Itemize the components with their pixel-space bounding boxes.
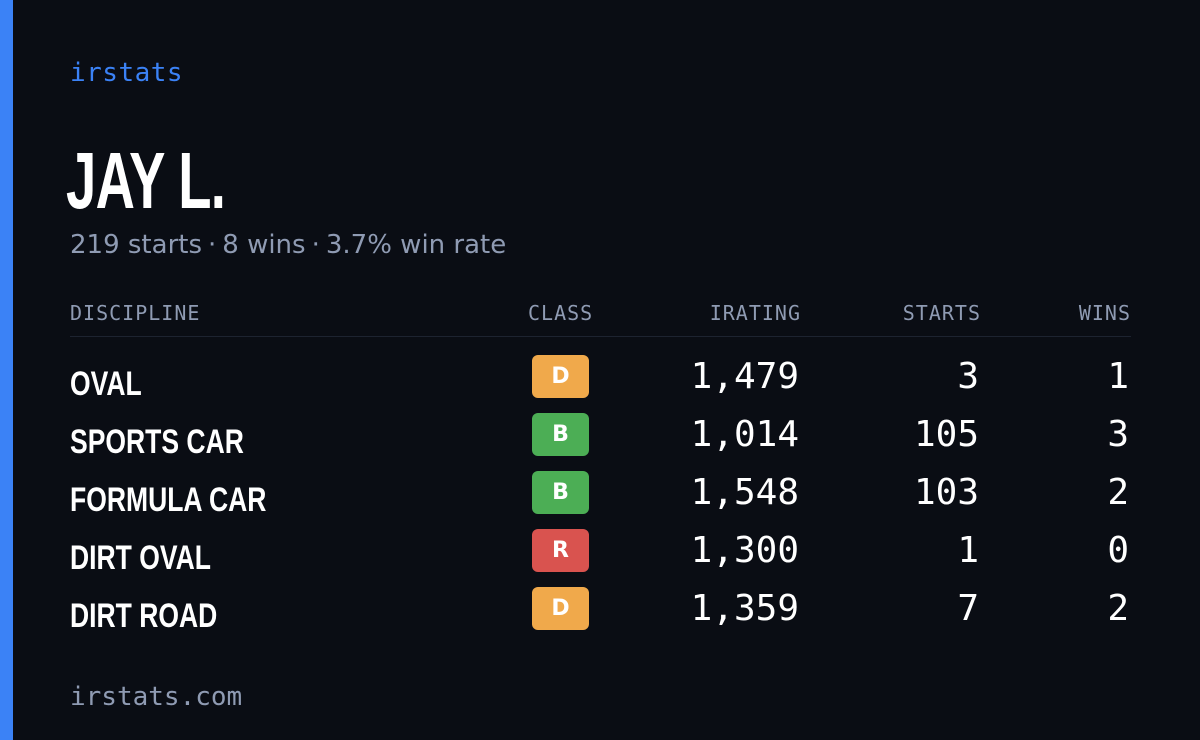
- discipline-table: DISCIPLINE CLASS IRATING STARTS WINS OVA…: [70, 296, 1131, 643]
- irating-value: 1,014: [690, 414, 799, 455]
- footer-url: irstats.com: [70, 682, 243, 712]
- discipline-name: SPORTS CAR: [70, 423, 244, 461]
- class-badge: B: [532, 413, 589, 456]
- class-badge: B: [532, 471, 589, 514]
- table-row: DIRT OVAL R 1,300 1 0: [70, 527, 1131, 585]
- irating-value: 1,479: [690, 356, 799, 397]
- table-row: FORMULA CAR B 1,548 103 2: [70, 469, 1131, 527]
- driver-name: JAY L.: [66, 136, 226, 225]
- summary-separator: ·: [311, 230, 320, 260]
- irating-value: 1,548: [690, 472, 799, 513]
- table-row: DIRT ROAD D 1,359 7 2: [70, 585, 1131, 643]
- starts-value: 1: [957, 530, 979, 571]
- brand-logo-text: irstats: [70, 58, 184, 88]
- irating-value: 1,359: [690, 588, 799, 629]
- discipline-name: DIRT ROAD: [70, 597, 218, 635]
- wins-summary: 8 wins: [222, 230, 306, 260]
- header-starts: STARTS: [902, 301, 981, 325]
- table-row: OVAL D 1,479 3 1: [70, 353, 1131, 411]
- table-header: DISCIPLINE CLASS IRATING STARTS WINS: [70, 296, 1131, 337]
- win-rate-summary: 3.7% win rate: [325, 230, 507, 260]
- starts-value: 3: [957, 356, 979, 397]
- starts-value: 105: [913, 414, 979, 455]
- class-badge: R: [532, 529, 589, 572]
- starts-value: 7: [957, 588, 979, 629]
- summary-separator: ·: [208, 230, 217, 260]
- wins-value: 3: [1107, 414, 1129, 455]
- driver-summary: 219 starts · 8 wins · 3.7% win rate: [70, 229, 506, 261]
- class-badge: D: [532, 355, 589, 398]
- table-row: SPORTS CAR B 1,014 105 3: [70, 411, 1131, 469]
- irating-value: 1,300: [690, 530, 799, 571]
- discipline-name: OVAL: [70, 365, 142, 403]
- wins-value: 2: [1107, 588, 1129, 629]
- wins-value: 2: [1107, 472, 1129, 513]
- starts-summary: 219 starts: [70, 230, 202, 260]
- wins-value: 1: [1107, 356, 1129, 397]
- discipline-name: FORMULA CAR: [70, 481, 267, 519]
- header-irating: IRATING: [709, 301, 801, 325]
- table-body: OVAL D 1,479 3 1 SPORTS CAR B 1,014 105 …: [70, 353, 1131, 643]
- header-class: CLASS: [528, 301, 594, 325]
- header-discipline: DISCIPLINE: [70, 301, 201, 325]
- discipline-name: DIRT OVAL: [70, 539, 211, 577]
- accent-bar: [0, 0, 13, 740]
- wins-value: 0: [1107, 530, 1129, 571]
- class-badge: D: [532, 587, 589, 630]
- starts-value: 103: [913, 472, 979, 513]
- header-wins: WINS: [1078, 301, 1131, 325]
